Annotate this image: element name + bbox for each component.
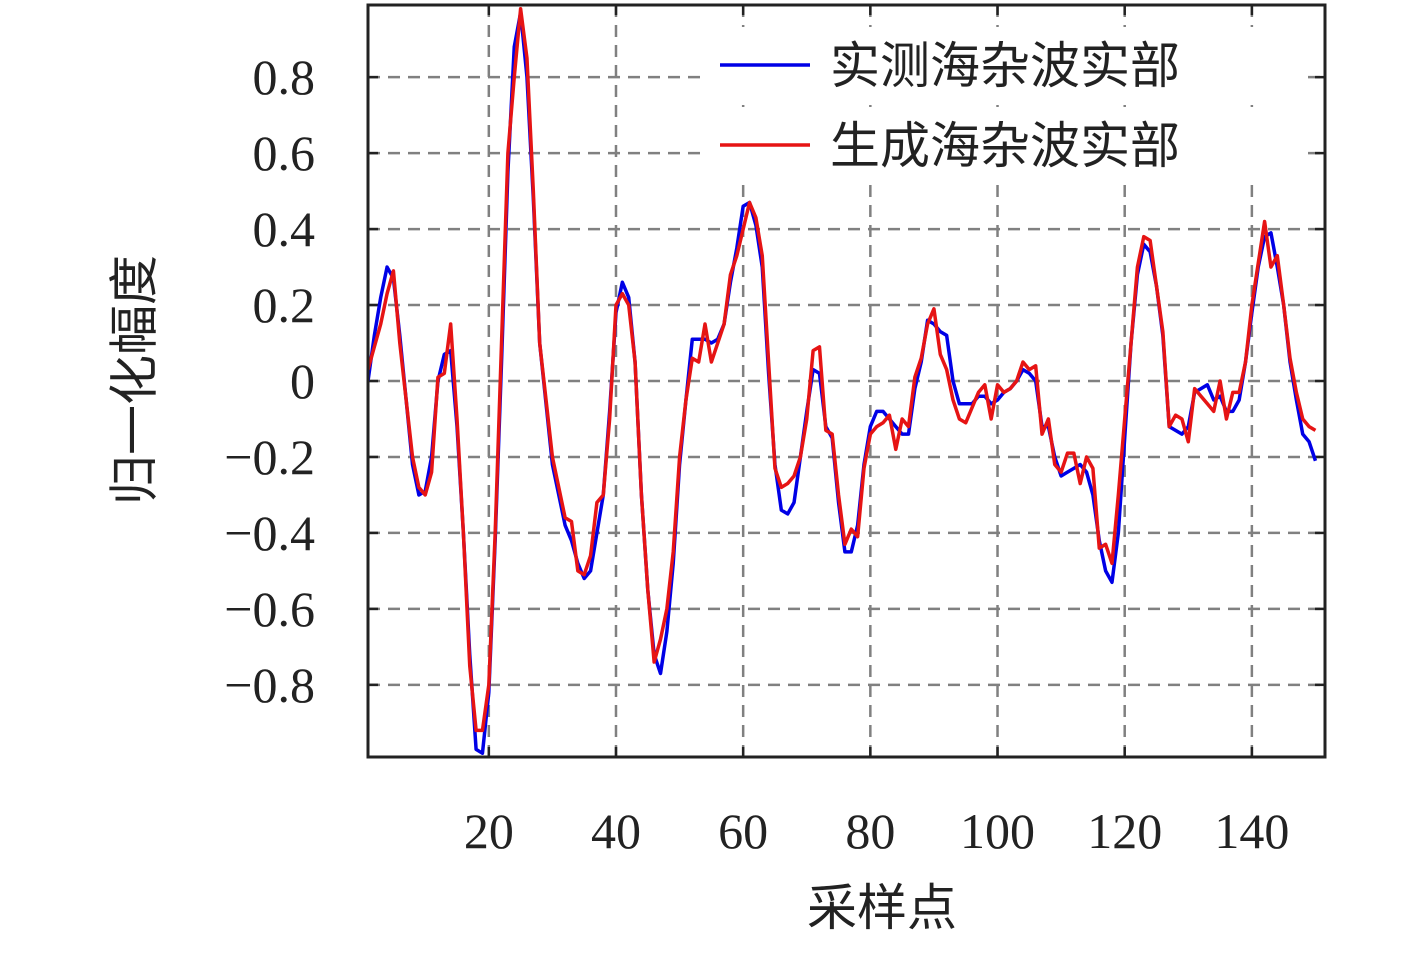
data-line bbox=[368, 7, 1317, 733]
x-tick-label: 120 bbox=[1087, 803, 1162, 859]
x-tick-label: 140 bbox=[1214, 803, 1289, 859]
x-tick-label: 40 bbox=[591, 803, 641, 859]
legend-label: 生成海杂波实部 bbox=[830, 118, 1180, 174]
x-tick-label: 60 bbox=[718, 803, 768, 859]
legend-label: 实测海杂波实部 bbox=[830, 38, 1180, 94]
y-tick-label: 0.6 bbox=[253, 125, 316, 181]
y-axis-label: 归一化幅度 bbox=[106, 255, 162, 505]
y-tick-label: −0.2 bbox=[224, 429, 315, 485]
y-tick-label: −0.4 bbox=[224, 505, 315, 561]
y-tick-label: 0.4 bbox=[253, 201, 316, 257]
x-tick-label: 100 bbox=[960, 803, 1035, 859]
plot-frame bbox=[366, 3, 1327, 759]
x-tick-label: 80 bbox=[845, 803, 895, 859]
x-tick-label: 20 bbox=[464, 803, 514, 859]
y-tick-label: 0.8 bbox=[253, 49, 316, 105]
x-axis-label: 采样点 bbox=[807, 880, 957, 936]
y-tick-label: 0 bbox=[290, 353, 315, 409]
y-tick-label: −0.8 bbox=[224, 657, 315, 713]
y-tick-label: −0.6 bbox=[224, 581, 315, 637]
y-tick-label: 0.2 bbox=[253, 277, 316, 333]
